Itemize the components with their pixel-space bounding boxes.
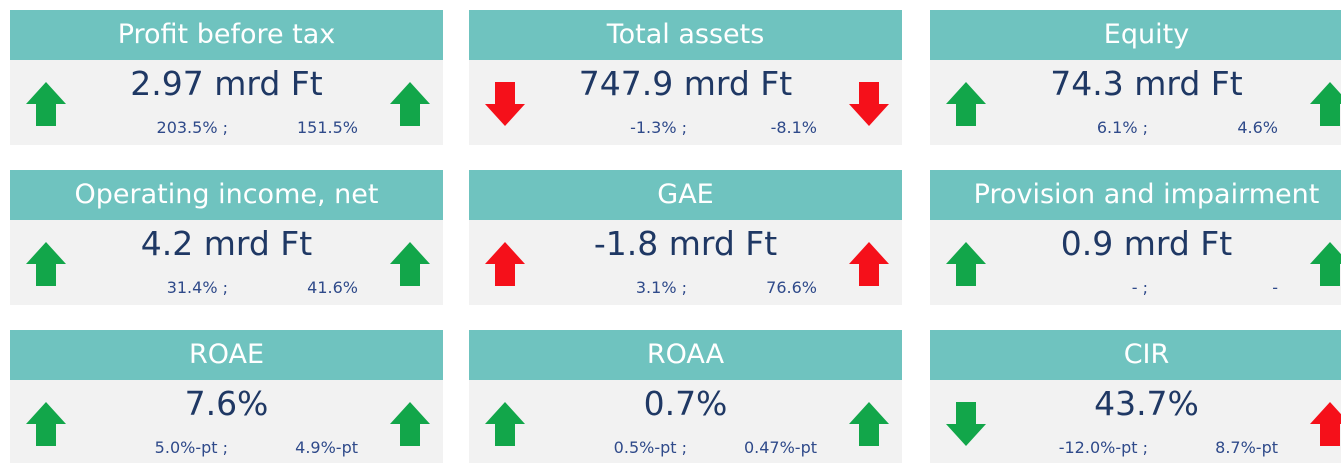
trend-arrow (390, 82, 430, 126)
kpi-value: 7.6% (184, 384, 269, 423)
kpi-change-right: - (1272, 278, 1278, 297)
trend-arrow (485, 402, 525, 446)
trend-arrow (390, 242, 430, 286)
trend-arrow (946, 242, 986, 286)
kpi-tile: ROAA 0.7% 0.5%-pt ; 0.47%-pt (469, 330, 902, 463)
kpi-body: 43.7% -12.0%-pt ; 8.7%-pt (930, 380, 1341, 463)
kpi-body: 4.2 mrd Ft 31.4% ; 41.6% (10, 220, 443, 305)
trend-arrow (946, 82, 986, 126)
trend-arrow (1310, 242, 1341, 286)
kpi-value: 2.97 mrd Ft (130, 64, 323, 103)
kpi-value: 4.2 mrd Ft (140, 224, 313, 263)
arrow-shape (946, 402, 986, 446)
kpi-tile: CIR 43.7% -12.0%-pt ; 8.7%-pt (930, 330, 1341, 463)
kpi-title: Profit before tax (10, 10, 443, 60)
kpi-value: -1.8 mrd Ft (593, 224, 778, 263)
kpi-title: ROAE (10, 330, 443, 380)
trend-arrow (849, 82, 889, 126)
kpi-body: 2.97 mrd Ft 203.5% ; 151.5% (10, 60, 443, 145)
kpi-change-left: -1.3% ; (630, 118, 687, 137)
kpi-tile: GAE -1.8 mrd Ft 3.1% ; 76.6% (469, 170, 902, 305)
kpi-value: 0.9 mrd Ft (1060, 224, 1233, 263)
arrow-shape (26, 242, 66, 286)
kpi-tile: Total assets 747.9 mrd Ft -1.3% ; -8.1% (469, 10, 902, 145)
arrow-shape (390, 82, 430, 126)
trend-arrow (26, 242, 66, 286)
kpi-change-left: 203.5% ; (156, 118, 228, 137)
kpi-change-left: 6.1% ; (1096, 118, 1148, 137)
kpi-body: 747.9 mrd Ft -1.3% ; -8.1% (469, 60, 902, 145)
kpi-tile: Operating income, net 4.2 mrd Ft 31.4% ; 41… (10, 170, 443, 305)
arrow-shape (390, 242, 430, 286)
arrow-shape (1310, 402, 1341, 446)
kpi-value: 747.9 mrd Ft (578, 64, 793, 103)
kpi-value: 0.7% (643, 384, 728, 423)
arrow-shape (485, 82, 525, 126)
trend-arrow (26, 402, 66, 446)
kpi-value: 74.3 mrd Ft (1050, 64, 1243, 103)
trend-arrow (1310, 82, 1341, 126)
arrow-shape (26, 402, 66, 446)
kpi-change-right: 0.47%-pt (743, 438, 817, 457)
arrow-shape (1310, 82, 1341, 126)
kpi-tile: Equity 74.3 mrd Ft 6.1% ; 4.6% (930, 10, 1341, 145)
kpi-change-right: 76.6% (766, 278, 817, 297)
kpi-title: Equity (930, 10, 1341, 60)
arrow-shape (26, 82, 66, 126)
kpi-title: CIR (930, 330, 1341, 380)
trend-arrow (485, 242, 525, 286)
kpi-change-left: - ; (1131, 278, 1148, 297)
trend-arrow (390, 402, 430, 446)
kpi-change-right: 8.7%-pt (1215, 438, 1278, 457)
arrow-shape (946, 242, 986, 286)
kpi-body: 0.9 mrd Ft - ; - (930, 220, 1341, 305)
kpi-change-right: 151.5% (296, 118, 358, 137)
arrow-shape (1310, 242, 1341, 286)
trend-arrow (946, 402, 986, 446)
kpi-change-left: 0.5%-pt ; (613, 438, 687, 457)
kpi-body: -1.8 mrd Ft 3.1% ; 76.6% (469, 220, 902, 305)
arrow-shape (390, 402, 430, 446)
arrow-shape (849, 82, 889, 126)
kpi-tile: Provision and impairment 0.9 mrd Ft - ; - (930, 170, 1341, 305)
trend-arrow (1310, 402, 1341, 446)
arrow-shape (946, 82, 986, 126)
kpi-title: Total assets (469, 10, 902, 60)
kpi-change-right: 4.6% (1237, 118, 1278, 137)
kpi-body: 7.6% 5.0%-pt ; 4.9%-pt (10, 380, 443, 463)
kpi-tile: ROAE 7.6% 5.0%-pt ; 4.9%-pt (10, 330, 443, 463)
kpi-change-left: 31.4% ; (166, 278, 228, 297)
kpi-change-right: -8.1% (770, 118, 817, 137)
arrow-shape (849, 242, 889, 286)
kpi-title: Provision and impairment (930, 170, 1341, 220)
arrow-shape (849, 402, 889, 446)
kpi-change-left: 3.1% ; (635, 278, 687, 297)
trend-arrow (849, 402, 889, 446)
trend-arrow (26, 82, 66, 126)
kpi-value: 43.7% (1094, 384, 1199, 423)
kpi-body: 74.3 mrd Ft 6.1% ; 4.6% (930, 60, 1341, 145)
kpi-tile: Profit before tax 2.97 mrd Ft 203.5% ; 151.… (10, 10, 443, 145)
trend-arrow (485, 82, 525, 126)
kpi-change-right: 4.9%-pt (295, 438, 358, 457)
kpi-change-right: 41.6% (307, 278, 358, 297)
trend-arrow (849, 242, 889, 286)
kpi-change-left: -12.0%-pt ; (1058, 438, 1148, 457)
arrow-shape (485, 242, 525, 286)
kpi-change-left: 5.0%-pt ; (154, 438, 228, 457)
kpi-title: ROAA (469, 330, 902, 380)
kpi-body: 0.7% 0.5%-pt ; 0.47%-pt (469, 380, 902, 463)
kpi-title: Operating income, net (10, 170, 443, 220)
arrow-shape (485, 402, 525, 446)
kpi-title: GAE (469, 170, 902, 220)
